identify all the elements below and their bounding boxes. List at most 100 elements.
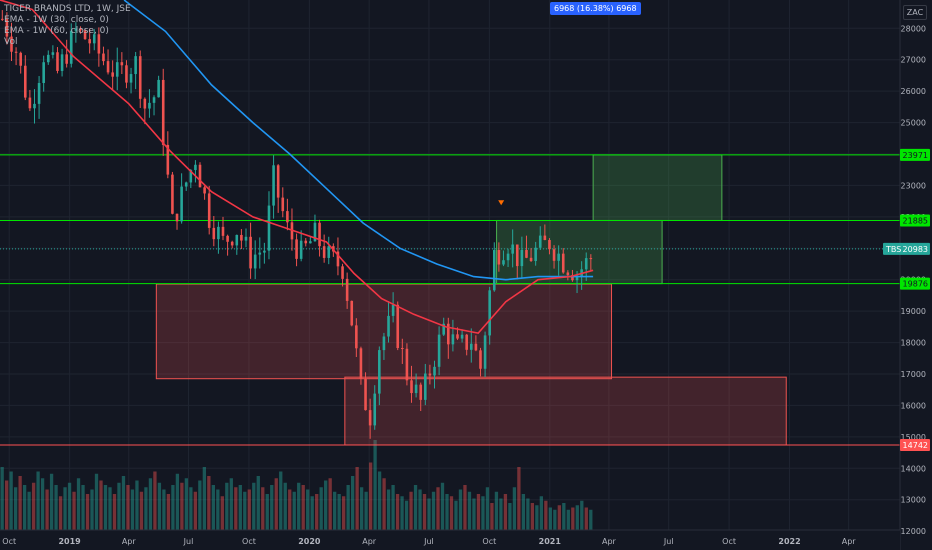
volume-bar bbox=[359, 487, 364, 530]
measure-label: 6968 (16.38%) 6968 bbox=[550, 2, 641, 15]
candle-body bbox=[161, 79, 165, 145]
volume-bar bbox=[485, 487, 490, 530]
candle-body bbox=[281, 197, 285, 212]
volume-bar bbox=[4, 480, 9, 530]
time-tick-label: 2021 bbox=[539, 537, 562, 546]
legend-volume: Vol bbox=[4, 37, 18, 47]
candle-body bbox=[345, 278, 349, 301]
time-tick-label: Apr bbox=[602, 537, 617, 546]
volume-bar bbox=[180, 482, 184, 530]
volume-bar bbox=[571, 507, 575, 530]
candle-body bbox=[359, 348, 363, 379]
volume-bar bbox=[238, 485, 242, 530]
candle-body bbox=[111, 72, 114, 77]
candle-body bbox=[474, 343, 478, 351]
candle-body bbox=[240, 234, 243, 241]
volume-bar bbox=[535, 505, 539, 530]
candle-body bbox=[79, 28, 82, 31]
volume-bar bbox=[40, 478, 45, 530]
legend-ema30: EMA - 1W (30, close, 0) bbox=[4, 15, 109, 25]
signal-marker bbox=[498, 200, 505, 206]
candle-body bbox=[129, 74, 133, 83]
last-price-symbol: TBS bbox=[885, 245, 901, 254]
time-axis-background bbox=[0, 530, 900, 550]
currency-button[interactable]: ZAC bbox=[903, 5, 927, 20]
candle-body bbox=[492, 250, 496, 291]
candle-body bbox=[378, 350, 381, 394]
volume-bar bbox=[112, 494, 117, 530]
time-tick-label: Apr bbox=[842, 537, 857, 546]
candle-body bbox=[203, 187, 206, 194]
volume-bar bbox=[490, 503, 494, 530]
volume-bar bbox=[391, 485, 395, 530]
volume-bar bbox=[0, 467, 4, 530]
volume-bar bbox=[503, 494, 508, 530]
volume-bar bbox=[72, 491, 76, 530]
volume-bar bbox=[337, 494, 341, 530]
support-zone bbox=[155, 283, 613, 380]
volume-bar bbox=[261, 487, 265, 530]
volume-bar bbox=[431, 491, 436, 530]
time-tick-label: Jul bbox=[183, 537, 194, 546]
volume-bar bbox=[404, 500, 409, 530]
volume-bar bbox=[467, 491, 472, 530]
candle-body bbox=[263, 250, 266, 253]
candle-body bbox=[295, 239, 298, 259]
level-price-label: 14742 bbox=[903, 441, 928, 450]
volume-bar bbox=[575, 505, 579, 530]
candle-body bbox=[221, 226, 225, 236]
volume-bar bbox=[148, 478, 153, 530]
volume-bar bbox=[454, 500, 458, 530]
candle-body bbox=[171, 174, 174, 214]
volume-bar bbox=[458, 489, 463, 530]
volume-bar bbox=[364, 491, 368, 530]
volume-bar bbox=[324, 480, 328, 530]
volume-bar bbox=[283, 482, 287, 530]
volume-bar bbox=[211, 485, 215, 530]
time-tick-label: Oct bbox=[242, 537, 256, 546]
candle-body bbox=[410, 380, 413, 394]
volume-bar bbox=[130, 489, 135, 530]
candle-body bbox=[447, 323, 450, 345]
candle-body bbox=[148, 102, 151, 109]
volume-bar bbox=[512, 487, 517, 530]
candle-body bbox=[143, 98, 147, 109]
candle-body bbox=[230, 241, 234, 246]
candle-body bbox=[405, 348, 409, 381]
candle-body bbox=[272, 165, 275, 206]
candle-body bbox=[194, 164, 197, 171]
time-tick-label: Oct bbox=[722, 537, 736, 546]
candle-body bbox=[341, 266, 344, 279]
candle-body bbox=[538, 235, 542, 248]
volume-bar bbox=[400, 496, 404, 530]
candle-body bbox=[5, 19, 9, 37]
volume-bar bbox=[288, 489, 292, 530]
volume-bar bbox=[566, 509, 570, 530]
candle-body bbox=[244, 236, 248, 241]
volume-bar bbox=[436, 487, 440, 530]
level-price-label: 19876 bbox=[903, 280, 928, 289]
volume-bar bbox=[395, 494, 400, 530]
volume-bar bbox=[382, 478, 386, 530]
volume-bar bbox=[553, 509, 557, 530]
price-tick-label: 15000 bbox=[901, 433, 926, 442]
candle-body bbox=[451, 334, 455, 345]
candle-body bbox=[575, 275, 579, 281]
volume-bar bbox=[481, 496, 485, 530]
candle-body bbox=[566, 272, 570, 276]
candle-body bbox=[42, 62, 45, 84]
candle-body bbox=[152, 97, 156, 103]
volume-bar bbox=[315, 494, 319, 530]
price-tick-label: 16000 bbox=[901, 401, 926, 410]
candle-body bbox=[571, 275, 574, 281]
volume-bar bbox=[198, 480, 202, 530]
volume-bar bbox=[584, 507, 588, 530]
time-tick-label: Oct bbox=[2, 537, 16, 546]
volume-bar bbox=[270, 485, 274, 530]
candle-body bbox=[175, 213, 179, 222]
price-tick-label: 28000 bbox=[901, 24, 926, 33]
level-price-tag bbox=[900, 214, 930, 227]
candle-body bbox=[506, 253, 510, 261]
